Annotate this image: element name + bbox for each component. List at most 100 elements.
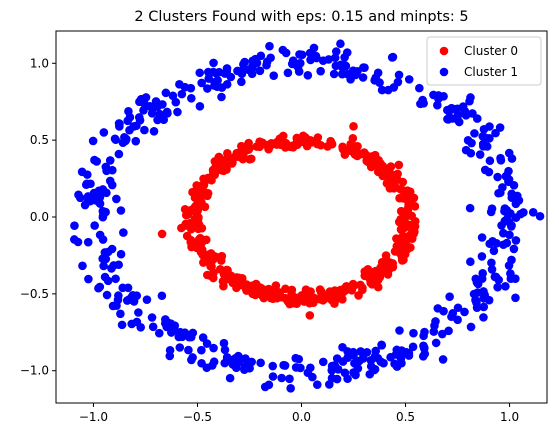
data-point <box>186 83 196 93</box>
data-point <box>302 292 312 302</box>
data-point <box>171 97 181 107</box>
data-point <box>147 313 157 322</box>
data-point <box>514 196 524 205</box>
data-point <box>472 298 481 307</box>
data-point <box>285 374 294 384</box>
data-point <box>467 138 476 148</box>
data-point <box>377 85 387 95</box>
data-point <box>312 380 322 389</box>
data-point <box>294 354 304 364</box>
data-point <box>115 122 124 131</box>
data-point <box>519 208 528 217</box>
data-point <box>511 213 521 223</box>
data-point <box>268 372 278 381</box>
data-point <box>161 88 171 98</box>
data-point <box>404 75 414 84</box>
data-point <box>359 350 368 360</box>
data-point <box>114 149 124 159</box>
data-point <box>100 248 110 257</box>
data-point <box>200 202 210 212</box>
data-point <box>346 75 355 84</box>
data-point <box>528 208 538 217</box>
data-point <box>316 66 325 76</box>
data-point <box>195 233 205 243</box>
data-point <box>95 230 105 240</box>
data-point <box>269 71 279 80</box>
data-point <box>131 136 141 146</box>
data-point <box>209 357 219 367</box>
data-point <box>331 47 341 56</box>
data-point <box>100 272 110 282</box>
data-point <box>279 360 288 370</box>
data-point <box>255 66 265 76</box>
data-point <box>278 131 288 141</box>
data-point <box>384 257 394 267</box>
data-point <box>453 315 462 325</box>
data-point <box>359 148 369 157</box>
legend-box <box>426 36 542 86</box>
data-point <box>234 273 244 283</box>
data-point <box>204 74 214 83</box>
data-point <box>251 290 260 300</box>
data-point <box>116 309 125 319</box>
data-point <box>222 80 232 89</box>
data-point <box>475 150 485 159</box>
data-point <box>406 199 416 208</box>
legend: Cluster 0 Cluster 1 <box>426 36 542 86</box>
data-point <box>186 224 196 234</box>
data-point <box>159 115 169 125</box>
data-point <box>197 190 206 199</box>
data-point <box>392 362 402 371</box>
data-point <box>173 107 182 117</box>
data-point <box>188 328 198 338</box>
data-point <box>102 290 112 300</box>
data-point <box>225 373 235 383</box>
data-point <box>165 345 175 355</box>
data-point <box>468 109 477 118</box>
data-point <box>373 353 383 363</box>
data-point <box>142 295 152 304</box>
data-point <box>219 338 229 348</box>
x-tick-label: 0.5 <box>396 410 415 424</box>
data-point <box>240 365 249 374</box>
data-point <box>408 342 418 352</box>
data-point <box>437 329 447 339</box>
data-point <box>377 340 386 350</box>
data-point <box>116 249 126 259</box>
data-point <box>479 125 489 134</box>
data-point <box>276 140 286 150</box>
data-point <box>400 249 410 259</box>
data-point <box>395 326 404 335</box>
x-tick-label: −1.0 <box>79 410 108 424</box>
data-point <box>95 282 105 292</box>
data-point <box>470 129 479 138</box>
data-point <box>256 358 265 368</box>
y-tick-label: 1.0 <box>30 56 49 70</box>
data-point <box>485 239 494 249</box>
data-point <box>180 204 190 214</box>
data-point <box>415 83 424 93</box>
data-point <box>466 257 475 267</box>
y-tick-label: 0.5 <box>30 133 49 147</box>
data-point <box>359 63 368 72</box>
data-point <box>209 273 218 283</box>
data-point <box>177 332 187 342</box>
data-point <box>107 244 117 254</box>
data-point <box>291 298 301 308</box>
data-point <box>108 165 117 175</box>
data-point <box>256 283 265 293</box>
data-point <box>430 321 439 331</box>
data-point <box>318 296 328 305</box>
data-point <box>81 180 91 190</box>
data-point <box>210 169 219 179</box>
data-point <box>444 326 453 336</box>
data-point <box>342 48 352 57</box>
data-point <box>78 261 87 271</box>
data-point <box>466 322 476 332</box>
data-point <box>374 155 383 165</box>
data-point <box>479 313 488 322</box>
data-point <box>349 350 358 360</box>
data-point <box>348 66 358 75</box>
data-point <box>88 136 98 146</box>
